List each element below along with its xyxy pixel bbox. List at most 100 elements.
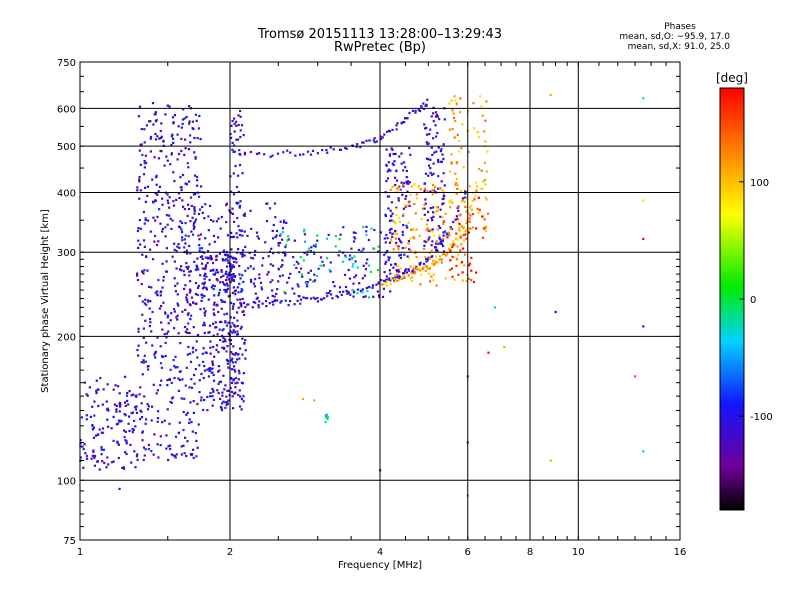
- data-point: [473, 127, 476, 130]
- data-point: [483, 218, 486, 221]
- data-point: [182, 410, 185, 414]
- data-point: [411, 109, 415, 112]
- data-point: [381, 295, 385, 298]
- data-point: [213, 294, 216, 297]
- data-point: [487, 212, 490, 215]
- data-point: [230, 267, 233, 270]
- data-point: [329, 289, 332, 293]
- data-point: [409, 237, 412, 240]
- data-point: [136, 278, 140, 282]
- data-point: [236, 319, 239, 322]
- data-point: [445, 235, 448, 238]
- data-point: [225, 350, 228, 353]
- data-point: [455, 177, 458, 180]
- data-point: [132, 393, 135, 396]
- data-point: [432, 120, 435, 123]
- data-point: [99, 376, 102, 380]
- data-point: [388, 154, 391, 157]
- data-point: [344, 254, 347, 257]
- data-point: [226, 389, 229, 392]
- data-point: [460, 147, 463, 150]
- data-point: [287, 304, 290, 307]
- data-point: [351, 288, 354, 292]
- data-point: [161, 227, 164, 231]
- data-point: [394, 274, 397, 277]
- data-point: [224, 321, 227, 324]
- data-point: [243, 153, 246, 156]
- data-point: [434, 115, 438, 118]
- data-point: [167, 330, 170, 333]
- x-tick-label: 1: [77, 547, 83, 558]
- data-point: [155, 176, 158, 179]
- data-point: [124, 430, 127, 433]
- data-point: [273, 295, 276, 298]
- data-point: [238, 273, 241, 276]
- data-point: [227, 261, 230, 264]
- data-point: [254, 292, 257, 295]
- data-point: [304, 297, 307, 300]
- data-point: [316, 234, 319, 237]
- data-point: [166, 384, 169, 387]
- data-point: [441, 189, 444, 192]
- data-point: [188, 120, 191, 123]
- data-point: [438, 118, 441, 121]
- data-point: [241, 353, 244, 356]
- data-point: [165, 270, 169, 273]
- data-point: [236, 216, 239, 220]
- data-point: [237, 190, 240, 193]
- data-point: [410, 279, 414, 282]
- data-point: [379, 231, 382, 234]
- data-point: [139, 409, 142, 412]
- data-point: [148, 120, 151, 123]
- data-point: [485, 100, 488, 103]
- data-point: [397, 197, 400, 200]
- data-point: [225, 290, 228, 293]
- data-point: [114, 384, 117, 387]
- data-point: [390, 147, 393, 150]
- data-point: [433, 261, 436, 264]
- data-point: [188, 122, 191, 125]
- data-point: [130, 461, 133, 464]
- data-point: [407, 221, 410, 224]
- data-point: [246, 234, 249, 237]
- data-point: [151, 405, 154, 408]
- data-point: [317, 267, 320, 270]
- data-point: [481, 236, 485, 239]
- data-point: [453, 117, 456, 120]
- data-point: [197, 284, 200, 287]
- data-point: [401, 230, 404, 233]
- data-point: [142, 336, 145, 340]
- data-point: [409, 153, 412, 156]
- data-point: [339, 233, 342, 236]
- data-point: [189, 360, 193, 363]
- data-point: [413, 202, 416, 206]
- data-point: [242, 280, 245, 283]
- data-point: [105, 408, 109, 411]
- data-point: [217, 351, 220, 354]
- data-point: [123, 436, 126, 439]
- data-point: [231, 390, 234, 393]
- data-point: [218, 320, 222, 323]
- data-point: [105, 466, 108, 469]
- data-point: [435, 248, 438, 251]
- data-point: [410, 276, 414, 279]
- data-point: [149, 135, 153, 139]
- data-point: [85, 393, 88, 396]
- data-point: [192, 326, 195, 329]
- data-point: [233, 368, 236, 371]
- data-point: [233, 330, 236, 333]
- data-point: [232, 235, 235, 239]
- data-point: [153, 156, 156, 159]
- data-point: [200, 299, 203, 302]
- data-point: [142, 327, 145, 330]
- data-point: [281, 274, 284, 277]
- data-point: [168, 214, 171, 217]
- data-point: [414, 109, 417, 113]
- data-point: [462, 233, 466, 236]
- data-point: [126, 399, 129, 402]
- data-point: [395, 214, 398, 217]
- data-point: [259, 281, 263, 284]
- data-point: [410, 272, 414, 275]
- data-point: [430, 146, 433, 149]
- colorbar-tick-label: 100: [750, 178, 769, 189]
